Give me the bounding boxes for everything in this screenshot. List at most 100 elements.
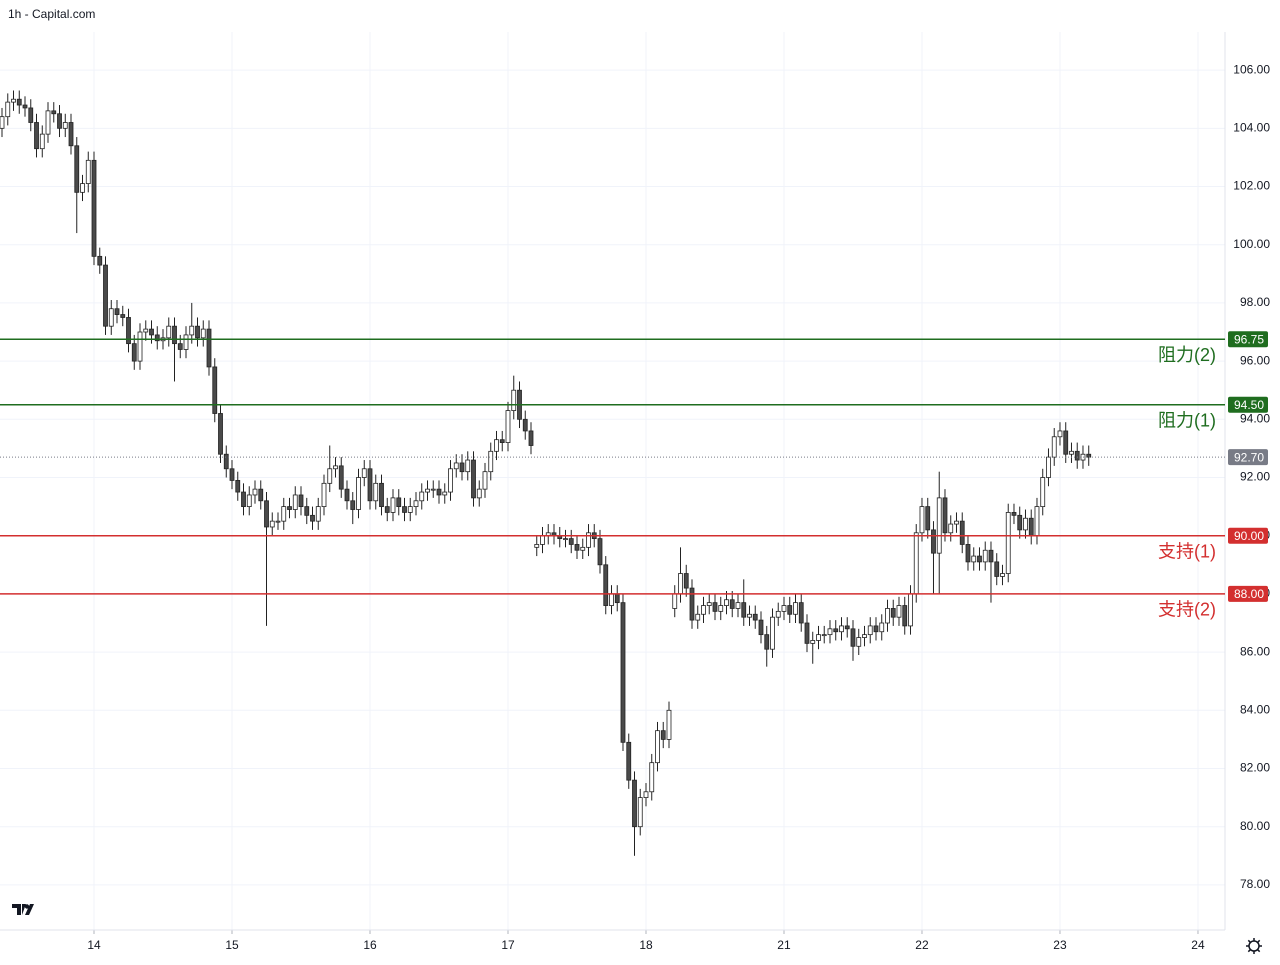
candle-body [68, 122, 74, 147]
candle-body [511, 389, 517, 411]
x-tick-label: 16 [363, 938, 377, 952]
candle-body [149, 328, 154, 336]
candle-body [729, 599, 735, 609]
candle-body [833, 628, 839, 633]
candle-body [718, 605, 724, 612]
candle-body [712, 602, 718, 612]
candle-body [1000, 573, 1005, 577]
candle-body [275, 520, 281, 523]
candle-body [22, 104, 28, 109]
candle-body [850, 628, 856, 647]
candle-body [413, 500, 419, 508]
candle-body [120, 314, 126, 318]
candle-body [977, 555, 982, 563]
level-tag-label: 88.00 [1234, 587, 1264, 601]
candle-body [787, 605, 793, 615]
candle-body [390, 497, 396, 513]
candle-body [1074, 450, 1080, 461]
candle-body [982, 549, 988, 563]
candle-body [131, 343, 137, 362]
candle-body [39, 133, 45, 150]
candle-body [315, 506, 321, 522]
x-tick-label: 14 [87, 938, 101, 952]
candle-body [471, 459, 476, 499]
level-tag-label: 94.50 [1234, 398, 1264, 412]
candle-body [1057, 430, 1063, 438]
candle-body [298, 494, 304, 508]
candle-body [666, 709, 672, 740]
candle-body [143, 328, 149, 333]
candle-body [34, 122, 39, 150]
candle-body [0, 116, 5, 129]
candle-body [810, 640, 816, 644]
candle-body [896, 605, 902, 618]
candle-body [1040, 477, 1046, 508]
y-tick-label: 94.00 [1240, 411, 1270, 425]
candle-body [971, 555, 977, 563]
candle-body [1080, 453, 1086, 461]
candle-body [1051, 436, 1057, 458]
x-tick-label: 24 [1191, 938, 1205, 952]
candle-body [1023, 517, 1028, 531]
candle-body [580, 546, 586, 551]
candle-body [925, 506, 931, 531]
level-tag-label: 96.75 [1234, 332, 1264, 346]
settings-icon[interactable] [1246, 938, 1262, 954]
candle-body [338, 465, 344, 490]
y-tick-label: 78.00 [1240, 877, 1270, 891]
candle-body [672, 593, 678, 609]
candle-body [51, 110, 57, 115]
candle-body [11, 98, 16, 103]
candle-body [465, 459, 471, 473]
candle-body [310, 514, 315, 522]
x-tick-label: 23 [1053, 938, 1067, 952]
candle-body [821, 634, 827, 637]
candle-body [367, 468, 373, 502]
candle-body [384, 506, 390, 513]
candle-body [304, 506, 310, 516]
candle-body [74, 145, 80, 193]
candle-body [655, 730, 660, 764]
candle-body [660, 730, 666, 740]
candle-body [350, 500, 356, 510]
candle-body [856, 637, 862, 647]
candle-body [137, 331, 143, 362]
candle-body [862, 634, 867, 638]
candle-body [45, 110, 51, 135]
y-tick-label: 86.00 [1240, 644, 1270, 658]
candle-body [770, 616, 775, 650]
candle-body [114, 308, 120, 315]
candle-body [1063, 430, 1069, 455]
candle-body [327, 468, 333, 484]
candle-body [781, 605, 787, 612]
candle-body [540, 535, 545, 545]
candle-body [436, 488, 442, 496]
candle-body [373, 482, 379, 502]
candle-body [212, 366, 218, 414]
candle-body [827, 628, 833, 636]
candle-body [942, 497, 948, 534]
candle-body [839, 625, 844, 633]
candle-body [1069, 450, 1074, 455]
candle-body [482, 471, 488, 490]
candle-body [724, 599, 729, 606]
y-tick-label: 92.00 [1240, 470, 1270, 484]
level-tag [1228, 331, 1268, 348]
candle-body [195, 325, 200, 339]
candle-body [988, 549, 994, 563]
candle-body [292, 494, 298, 510]
candle-body [609, 593, 614, 606]
y-tick-label: 100.00 [1233, 237, 1270, 251]
candle-body [775, 610, 781, 618]
candle-body [252, 488, 258, 496]
candle-body [80, 183, 85, 193]
candle-body [948, 523, 954, 534]
candle-body [885, 608, 890, 624]
candle-body [1028, 517, 1034, 537]
candle-body [108, 308, 114, 327]
y-tick-label: 80.00 [1240, 819, 1270, 833]
y-tick-label: 82.00 [1240, 761, 1270, 775]
candle-body [241, 491, 246, 508]
candle-body [890, 608, 896, 618]
